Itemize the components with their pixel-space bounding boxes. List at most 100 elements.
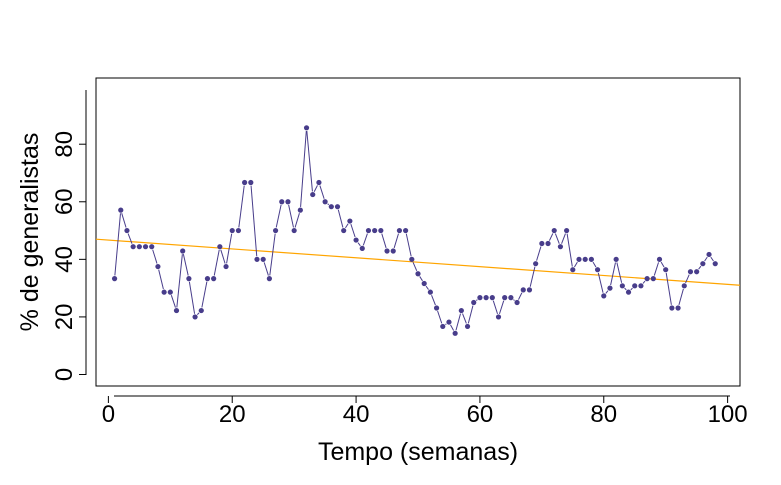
series-segment	[269, 233, 276, 276]
data-point	[526, 287, 533, 293]
data-point	[452, 330, 458, 336]
data-point	[390, 248, 396, 254]
x-tick-label: 20	[219, 401, 246, 428]
series-layer	[111, 125, 718, 336]
data-point	[260, 256, 266, 262]
data-point	[687, 269, 694, 275]
series-segment	[238, 185, 245, 228]
series-segment	[431, 294, 436, 306]
series-segment	[610, 262, 616, 286]
data-point	[254, 256, 260, 262]
data-point	[700, 261, 706, 267]
data-point	[353, 237, 359, 243]
trend-line	[95, 238, 741, 286]
data-point	[204, 276, 211, 282]
data-point	[173, 307, 180, 314]
x-tick-label: 100	[708, 401, 748, 428]
data-point	[483, 295, 489, 301]
data-point	[111, 276, 118, 282]
data-point	[359, 245, 365, 252]
x-tick-label: 80	[590, 401, 617, 428]
data-point	[316, 179, 322, 186]
data-point	[514, 299, 520, 306]
data-point	[223, 263, 229, 270]
data-point	[588, 256, 594, 262]
data-point	[632, 283, 638, 289]
data-point	[638, 283, 644, 289]
data-point	[297, 207, 303, 213]
series-segment	[226, 233, 233, 264]
series-segment	[412, 262, 418, 271]
y-ticks: 0 20 40 60 80	[51, 131, 86, 381]
series-segment	[121, 213, 127, 228]
series-segment	[561, 233, 566, 244]
series-segment	[327, 203, 330, 206]
series-segment	[653, 262, 659, 276]
series-segment	[554, 233, 560, 244]
x-tick-label: 0	[102, 401, 115, 428]
series-segment	[288, 204, 294, 228]
data-point	[279, 199, 285, 205]
data-point	[520, 287, 526, 293]
series-segment	[213, 249, 220, 276]
series-segment	[710, 256, 714, 262]
series-segment	[300, 130, 307, 207]
data-point	[124, 227, 130, 234]
series-segment	[437, 310, 443, 324]
x-axis-title: Tempo (semanas)	[318, 438, 518, 466]
data-point	[427, 289, 433, 295]
data-point	[403, 227, 409, 234]
data-point	[310, 191, 316, 198]
data-point	[378, 227, 384, 234]
data-point	[266, 276, 272, 282]
data-point	[440, 323, 446, 330]
series-segment	[592, 261, 597, 268]
data-point	[471, 299, 477, 306]
series-segment	[158, 269, 164, 290]
series-segment	[536, 246, 542, 261]
data-point	[291, 227, 297, 234]
y-axis-title: % de generalistas	[16, 133, 44, 332]
data-point	[489, 295, 495, 301]
series-segment	[170, 295, 176, 308]
series-segment	[393, 233, 399, 249]
data-point	[669, 305, 675, 311]
data-point	[235, 227, 242, 234]
data-point	[570, 267, 576, 273]
data-point	[192, 314, 198, 320]
data-point	[118, 207, 124, 213]
series-segment	[127, 233, 133, 244]
series-segment	[182, 254, 189, 276]
data-point	[706, 251, 712, 258]
data-point	[180, 248, 186, 254]
data-point	[625, 289, 632, 295]
series-segment	[152, 249, 158, 264]
data-point	[130, 244, 136, 250]
data-point	[211, 276, 217, 282]
data-point	[409, 256, 415, 262]
y-tick-label: 40	[51, 246, 78, 273]
data-point	[372, 227, 378, 234]
series-segment	[450, 324, 455, 331]
series-segment	[475, 299, 478, 301]
y-tick-label: 0	[51, 368, 78, 381]
series-segment	[566, 233, 573, 267]
data-point	[365, 227, 372, 234]
data-point	[594, 267, 601, 273]
series-segment	[630, 287, 633, 291]
series-segment	[529, 266, 536, 287]
data-point	[421, 280, 427, 287]
x-tick-label: 60	[467, 401, 494, 428]
series-segment	[114, 213, 121, 276]
data-point	[650, 276, 656, 282]
y-tick-label: 60	[51, 188, 78, 215]
data-point	[477, 295, 483, 301]
data-point	[446, 319, 452, 325]
series-segment	[263, 262, 269, 276]
series-segment	[350, 223, 356, 238]
series-segment	[176, 254, 183, 308]
data-point	[217, 244, 223, 250]
series-segment	[513, 299, 515, 301]
data-point	[229, 227, 235, 234]
